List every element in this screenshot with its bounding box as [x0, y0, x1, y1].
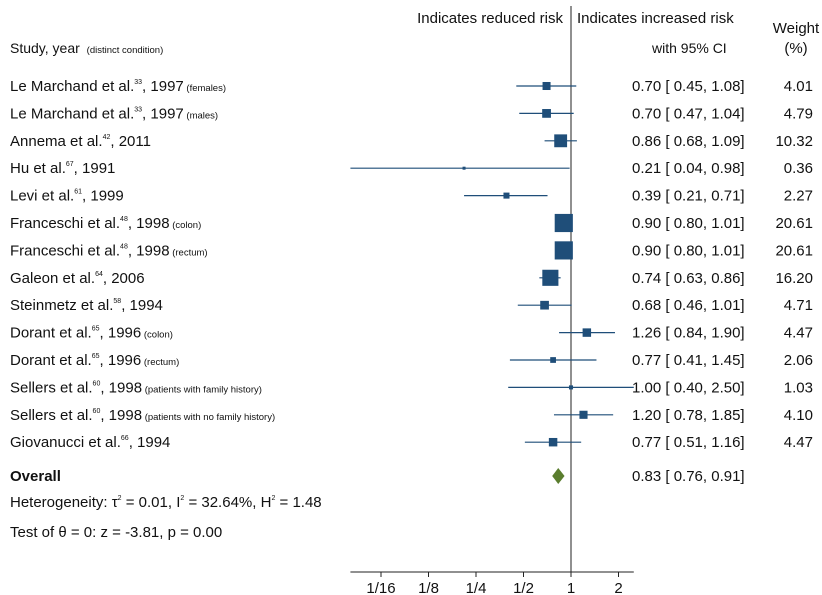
estimate-marker — [503, 192, 510, 199]
estimate-text: 0.68 [ 0.46, 1.01] — [632, 297, 745, 314]
estimate-text: 0.86 [ 0.68, 1.09] — [632, 133, 745, 150]
study-row: Le Marchand et al.33, 1997 (females) 0.70… — [10, 78, 813, 95]
study-label: Franceschi et al.48, 1998 (colon) — [10, 215, 201, 232]
weight-value: 4.01 — [784, 78, 813, 95]
estimate-text: 0.39 [ 0.21, 0.71] — [632, 188, 745, 205]
study-row: Dorant et al.65, 1996 (rectum) 0.77 [ 0.4… — [10, 352, 813, 369]
study-row: Dorant et al.65, 1996 (colon) 1.26 [ 0.84… — [10, 325, 813, 342]
study-row: Hu et al.67, 1991 0.21 [ 0.04, 0.98] 0.36 — [10, 160, 813, 177]
estimate-text: 0.70 [ 0.45, 1.08] — [632, 78, 745, 95]
estimate-marker — [548, 437, 558, 447]
increased-risk-label: Indicates increased risk — [577, 10, 734, 27]
study-label: Le Marchand et al.33, 1997 (females) — [10, 78, 226, 95]
estimate-marker — [554, 213, 573, 233]
x-tick-label: 1/4 — [466, 580, 487, 595]
study-row: Le Marchand et al.33, 1997 (males) 0.70 [… — [10, 105, 813, 122]
estimate-text: 0.90 [ 0.80, 1.01] — [632, 242, 745, 259]
overall-estimate-text: 0.83 [ 0.76, 0.91] — [632, 468, 745, 485]
x-tick-label: 1/2 — [513, 580, 534, 595]
estimate-text: 0.90 [ 0.80, 1.01] — [632, 215, 745, 232]
study-label: Galeon et al.64, 2006 — [10, 270, 145, 287]
x-tick-label: 2 — [614, 580, 622, 595]
estimate-marker — [542, 81, 551, 91]
x-tick-label: 1/16 — [366, 580, 395, 595]
weight-value: 4.47 — [784, 325, 813, 342]
weight-value: 4.10 — [784, 407, 813, 424]
weight-value: 2.27 — [784, 188, 813, 205]
weight-column-header: Weight — [773, 20, 820, 37]
study-label: Steinmetz et al.58, 1994 — [10, 297, 163, 314]
reduced-risk-label: Indicates reduced risk — [417, 10, 563, 27]
study-label: Levi et al.61, 1999 — [10, 188, 124, 205]
estimate-marker — [582, 328, 592, 337]
estimate-text: 0.77 [ 0.41, 1.45] — [632, 352, 745, 369]
study-row: Galeon et al.64, 2006 0.74 [ 0.63, 0.86] 1… — [10, 269, 813, 287]
x-tick-label: 1/8 — [418, 580, 439, 595]
study-column-header: Study, year (distinct condition) — [10, 40, 163, 56]
weight-value: 4.79 — [784, 105, 813, 122]
study-label: Dorant et al.65, 1996 (colon) — [10, 325, 173, 342]
weight-value: 16.20 — [775, 270, 813, 287]
effect-test-stats: Test of θ = 0: z = -3.81, p = 0.00 — [10, 524, 222, 541]
estimate-text: 0.21 [ 0.04, 0.98] — [632, 160, 745, 177]
weight-value: 1.03 — [784, 379, 813, 396]
estimate-marker — [550, 357, 556, 363]
weight-value: 0.36 — [784, 160, 813, 177]
estimate-text: 1.26 [ 0.84, 1.90] — [632, 325, 745, 342]
estimate-marker — [540, 300, 549, 310]
estimate-marker — [542, 269, 559, 286]
weight-value: 4.47 — [784, 434, 813, 451]
estimate-text: 1.00 [ 0.40, 2.50] — [632, 379, 745, 396]
x-tick-label: 1 — [567, 580, 575, 595]
study-label: Sellers et al.60, 1998 (patients with fa… — [10, 379, 262, 396]
x-axis: 1/16 1/8 1/4 1/2 1 2 — [350, 571, 634, 595]
study-row: Annema et al.42, 2011 0.86 [ 0.68, 1.09] 1… — [10, 133, 813, 150]
estimate-marker — [554, 134, 568, 148]
weight-value: 20.61 — [775, 242, 813, 259]
estimate-marker — [542, 109, 551, 118]
study-label: Sellers et al.60, 1998 (patients with no… — [10, 407, 275, 424]
weight-value: 2.06 — [784, 352, 813, 369]
ci-column-header: with 95% CI — [651, 40, 727, 56]
weight-value: 20.61 — [775, 215, 813, 232]
heterogeneity-stats: Heterogeneity: τ2 = 0.01, I2 = 32.64%, H… — [10, 494, 322, 511]
estimate-marker — [554, 241, 573, 260]
estimate-marker — [568, 385, 574, 390]
estimate-text: 0.70 [ 0.47, 1.04] — [632, 105, 745, 122]
estimate-marker — [579, 410, 588, 419]
study-row: Levi et al.61, 1999 0.39 [ 0.21, 0.71] 2.2… — [10, 188, 813, 205]
study-row: Franceschi et al.48, 1998 (rectum) 0.90 [… — [10, 241, 813, 260]
study-row: Steinmetz et al.58, 1994 0.68 [ 0.46, 1.0… — [10, 297, 813, 314]
study-row: Sellers et al.60, 1998 (patients with no… — [10, 407, 813, 424]
overall-label: Overall — [10, 468, 61, 485]
overall-diamond — [552, 468, 565, 484]
study-label: Le Marchand et al.33, 1997 (males) — [10, 105, 218, 122]
study-label: Annema et al.42, 2011 — [10, 133, 151, 150]
estimate-text: 0.77 [ 0.51, 1.16] — [632, 434, 745, 451]
study-label: Franceschi et al.48, 1998 (rectum) — [10, 242, 208, 259]
weight-value: 4.71 — [784, 297, 813, 314]
study-row: Franceschi et al.48, 1998 (colon) 0.90 [ … — [10, 213, 813, 233]
study-row: Sellers et al.60, 1998 (patients with fa… — [10, 379, 813, 396]
study-label: Giovanucci et al.66, 1994 — [10, 434, 170, 451]
estimate-text: 1.20 [ 0.78, 1.85] — [632, 407, 745, 424]
weight-unit-label: (%) — [784, 40, 807, 57]
study-row: Giovanucci et al.66, 1994 0.77 [ 0.51, 1.… — [10, 434, 813, 451]
estimate-marker — [462, 166, 466, 170]
weight-value: 10.32 — [775, 133, 813, 150]
study-label: Dorant et al.65, 1996 (rectum) — [10, 352, 179, 369]
study-label: Hu et al.67, 1991 — [10, 160, 115, 177]
estimate-text: 0.74 [ 0.63, 0.86] — [632, 270, 745, 287]
